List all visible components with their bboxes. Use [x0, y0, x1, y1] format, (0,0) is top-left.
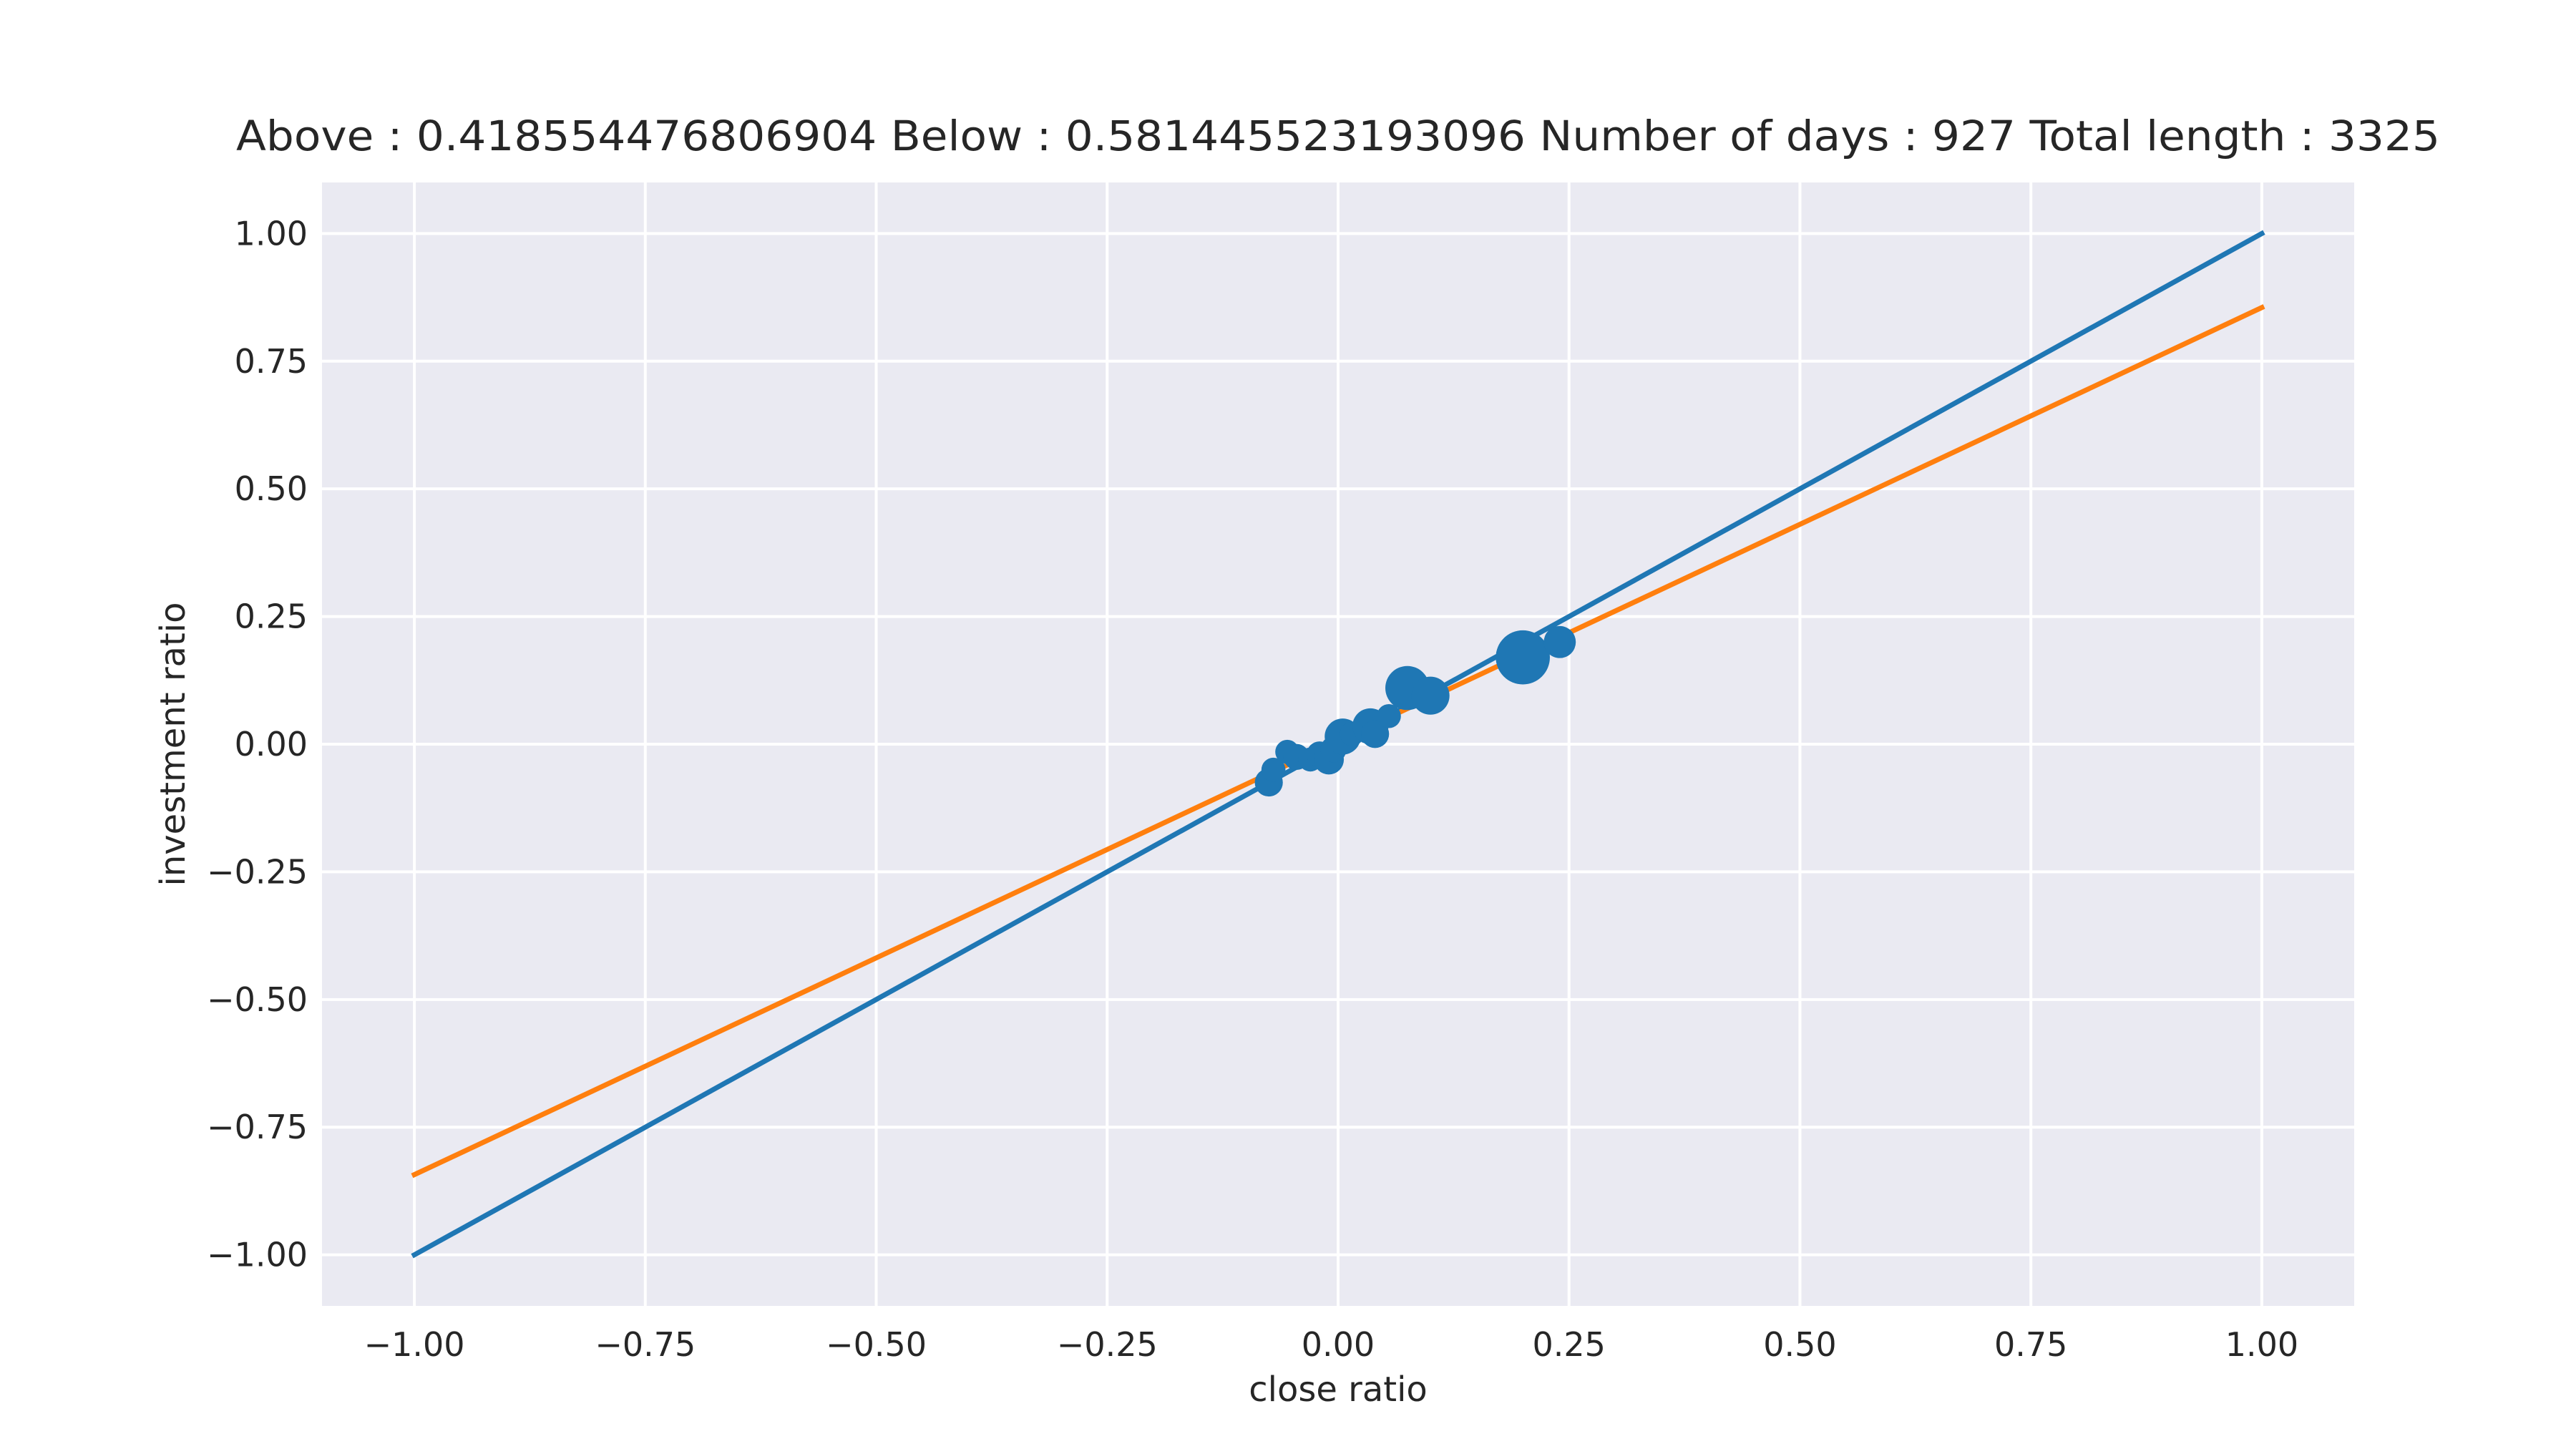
x-tick-label: −0.25	[1057, 1325, 1158, 1364]
scatter-point	[1411, 676, 1450, 715]
y-tick-label: 0.00	[235, 725, 308, 763]
x-tick-label: 0.50	[1763, 1325, 1836, 1364]
x-tick-label: 0.75	[1994, 1325, 2067, 1364]
x-tick-label: −0.50	[826, 1325, 927, 1364]
y-tick-label: −0.25	[207, 852, 308, 891]
y-tick-label: 0.75	[235, 342, 308, 381]
x-axis-label: close ratio	[1249, 1370, 1428, 1410]
x-tick-label: 0.00	[1302, 1325, 1375, 1364]
scatter-point	[1543, 625, 1576, 658]
scatter-point	[1496, 630, 1550, 685]
x-axis-ticks: −1.00 −0.75 −0.50 −0.25 0.00 0.25 0.50 0.75 1.00	[364, 1325, 2299, 1364]
y-axis-label: investment ratio	[153, 602, 193, 887]
scatter-point	[1361, 720, 1390, 748]
x-tick-label: −1.00	[364, 1325, 465, 1364]
y-tick-label: −0.50	[207, 980, 308, 1019]
x-tick-label: 1.00	[2225, 1325, 2298, 1364]
y-tick-label: −1.00	[207, 1236, 308, 1274]
y-tick-label: 1.00	[235, 214, 308, 253]
x-tick-label: −0.75	[595, 1325, 696, 1364]
y-tick-label: 0.25	[235, 597, 308, 636]
y-tick-label: 0.50	[235, 469, 308, 508]
x-tick-label: 0.25	[1533, 1325, 1606, 1364]
scatter-point	[1377, 703, 1401, 728]
y-axis-ticks: 1.00 0.75 0.50 0.25 0.00 −0.25 −0.50 −0.75 −1.00	[207, 214, 308, 1274]
chart-title: Above : 0.418554476806904 Below : 0.5814…	[236, 112, 2440, 160]
scatter-point	[1261, 757, 1286, 782]
y-tick-label: −0.75	[207, 1108, 308, 1146]
scatter-points	[1254, 625, 1576, 797]
